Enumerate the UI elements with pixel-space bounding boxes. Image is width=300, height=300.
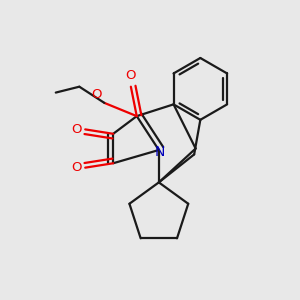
Text: O: O: [126, 69, 136, 82]
Text: O: O: [71, 123, 82, 136]
Text: O: O: [92, 88, 102, 100]
Text: N: N: [155, 146, 165, 159]
Text: O: O: [71, 161, 82, 174]
